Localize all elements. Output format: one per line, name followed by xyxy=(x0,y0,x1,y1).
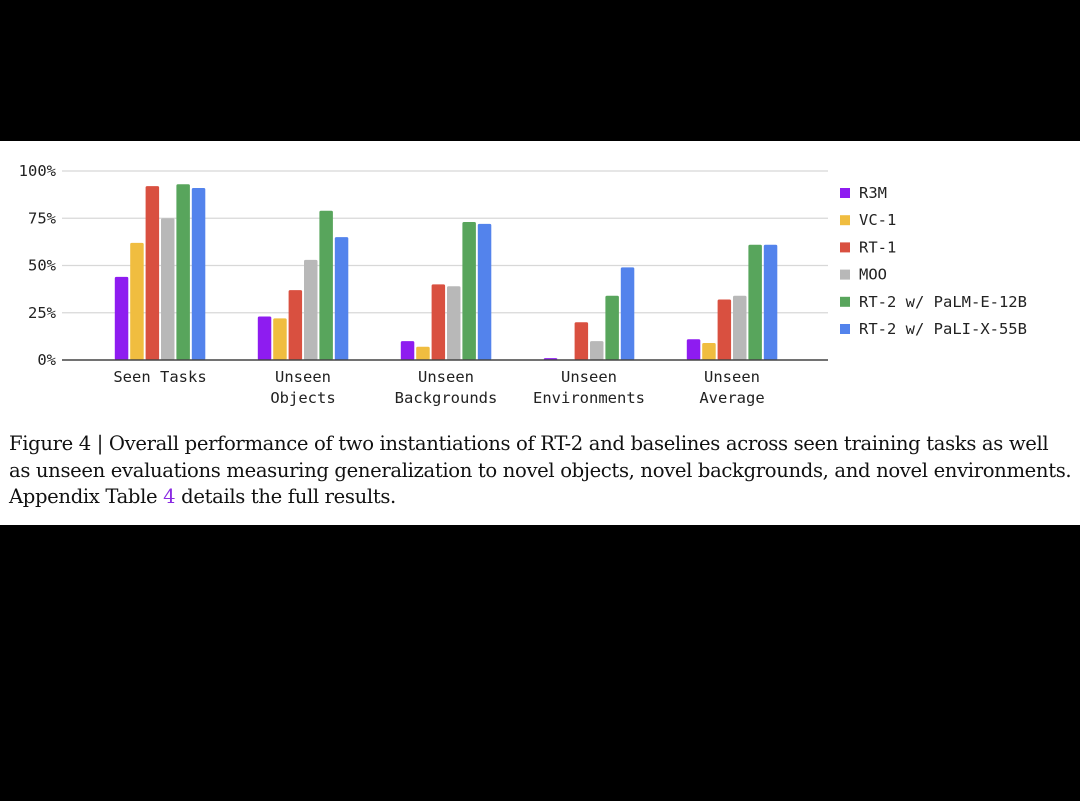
legend-swatch xyxy=(840,296,850,307)
bar-r3m xyxy=(400,341,415,360)
x-tick-label: Average xyxy=(699,389,764,407)
bar-rt-2-w-pali-x-55b xyxy=(334,237,349,360)
x-tick-label: Unseen xyxy=(275,368,331,386)
bar-rt-2-w-pali-x-55b xyxy=(477,223,492,360)
bar-moo xyxy=(733,295,747,360)
y-tick-label: 0% xyxy=(37,351,56,369)
legend-swatch xyxy=(840,215,850,226)
bar-vc-1 xyxy=(416,346,430,360)
legend-swatch xyxy=(840,242,850,253)
bar-rt-2-w-pali-x-55b xyxy=(620,267,635,360)
legend-label: RT-2 w/ PaLM-E-12B xyxy=(859,293,1027,311)
bar-rt-2-w-pali-x-55b xyxy=(191,188,206,360)
bar-chart: 0% 25% 50% 75% 100% Seen Tasks Unseen Objects Un… xyxy=(19,162,1027,407)
x-tick-label: Backgrounds xyxy=(395,389,498,407)
x-tick-label: Unseen xyxy=(561,368,617,386)
bar-rt-1 xyxy=(431,284,446,360)
legend-label: VC-1 xyxy=(859,211,896,229)
bar-rt-1 xyxy=(717,299,732,360)
y-tick-label: 100% xyxy=(19,162,57,180)
bar-vc-1 xyxy=(273,318,287,360)
y-tick-label: 50% xyxy=(28,257,57,275)
figure-caption: Figure 4 | Overall performance of two in… xyxy=(9,431,1074,511)
bar-rt-1 xyxy=(288,290,303,360)
x-tick-label: Unseen xyxy=(704,368,760,386)
bar-r3m xyxy=(257,316,272,360)
legend-swatch xyxy=(840,188,850,198)
bar-moo xyxy=(590,341,604,360)
legend-label: R3M xyxy=(859,184,887,202)
figure-panel: 0% 25% 50% 75% 100% Seen Tasks Unseen Objects Un… xyxy=(0,141,1080,525)
legend-label: RT-2 w/ PaLI-X-55B xyxy=(859,320,1027,338)
legend-label: MOO xyxy=(859,266,887,284)
table-reference-link[interactable]: 4 xyxy=(163,485,176,508)
x-tick-label: Unseen xyxy=(418,368,474,386)
bar-rt-2-w-palm-e-12b xyxy=(176,184,190,360)
x-tick-label: Seen Tasks xyxy=(113,368,206,386)
x-tick-label: Objects xyxy=(270,389,335,407)
bar-vc-1 xyxy=(702,342,716,360)
bar-r3m xyxy=(686,339,701,360)
bar-rt-2-w-palm-e-12b xyxy=(605,295,619,360)
y-tick-label: 25% xyxy=(28,304,57,322)
legend-label: RT-1 xyxy=(859,238,896,256)
bar-moo xyxy=(161,218,175,360)
caption-text-end: details the full results. xyxy=(175,485,396,508)
legend-swatch xyxy=(840,269,850,280)
bar-rt-1 xyxy=(145,186,160,360)
bar-rt-2-w-palm-e-12b xyxy=(319,210,333,360)
bar-rt-2-w-pali-x-55b xyxy=(763,244,778,360)
bar-vc-1 xyxy=(130,242,144,360)
bar-r3m xyxy=(114,276,129,360)
caption-text: Figure 4 | Overall performance of two in… xyxy=(9,432,1072,508)
bar-rt-1 xyxy=(574,322,589,360)
x-tick-label: Environments xyxy=(533,389,645,407)
bar-rt-2-w-palm-e-12b xyxy=(462,222,476,360)
bar-moo xyxy=(304,259,318,360)
bar-rt-2-w-palm-e-12b xyxy=(748,244,762,360)
y-tick-label: 75% xyxy=(28,209,57,227)
legend-swatch xyxy=(840,324,850,334)
bar-moo xyxy=(447,286,461,360)
